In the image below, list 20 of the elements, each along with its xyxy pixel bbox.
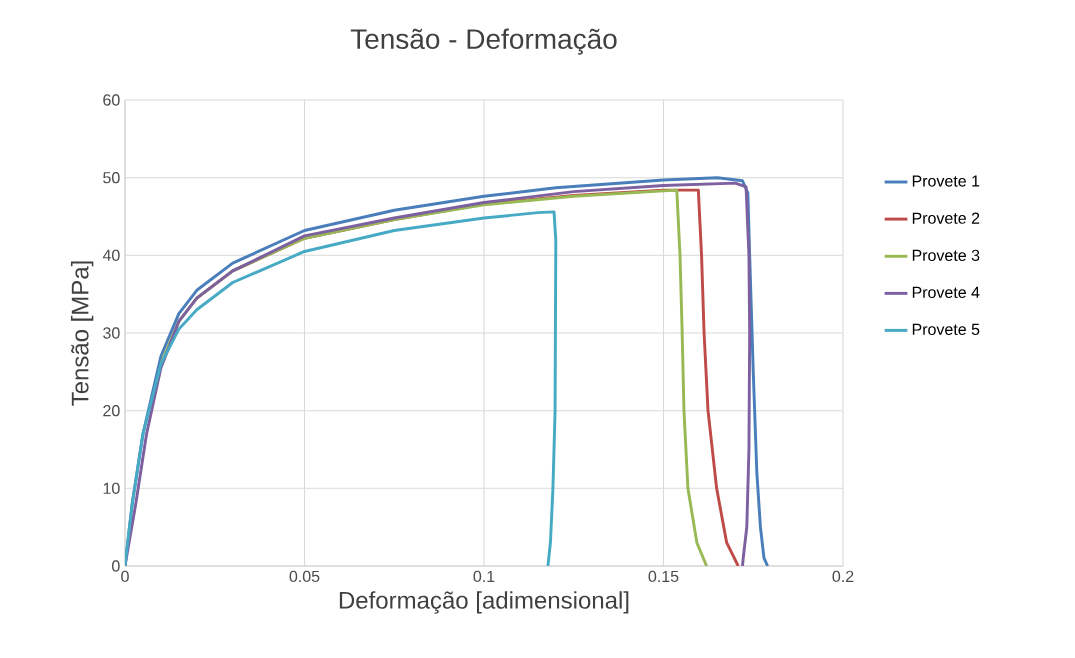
y-tick-label: 10	[103, 482, 120, 494]
legend-label: Provete 2	[912, 212, 980, 224]
legend-label: Provete 5	[912, 323, 980, 336]
x-tick-label: 0.1	[473, 570, 495, 583]
x-tick-label: 0.05	[289, 570, 320, 583]
y-tick-label: 0	[112, 560, 120, 572]
y-tick-label: 40	[102, 249, 120, 261]
chart-title: Tensão - Deformação	[350, 28, 617, 55]
y-tick-label: 30	[103, 327, 120, 339]
y-tick-label: 20	[103, 405, 120, 417]
x-tick-label: 0.2	[832, 570, 854, 583]
x-tick-label: 0	[121, 570, 129, 583]
y-axis-title: Tensão [MPa]	[70, 261, 94, 406]
y-tick-label: 50	[103, 172, 120, 184]
y-tick-label: 60	[103, 94, 120, 106]
legend-label: Provete 1	[912, 175, 980, 187]
legend-label: Provete 4	[912, 286, 980, 299]
x-tick-label: 0.15	[648, 570, 679, 583]
legend-label: Provete 3	[912, 249, 980, 261]
x-axis-title: Deformação [adimensional]	[339, 591, 629, 614]
